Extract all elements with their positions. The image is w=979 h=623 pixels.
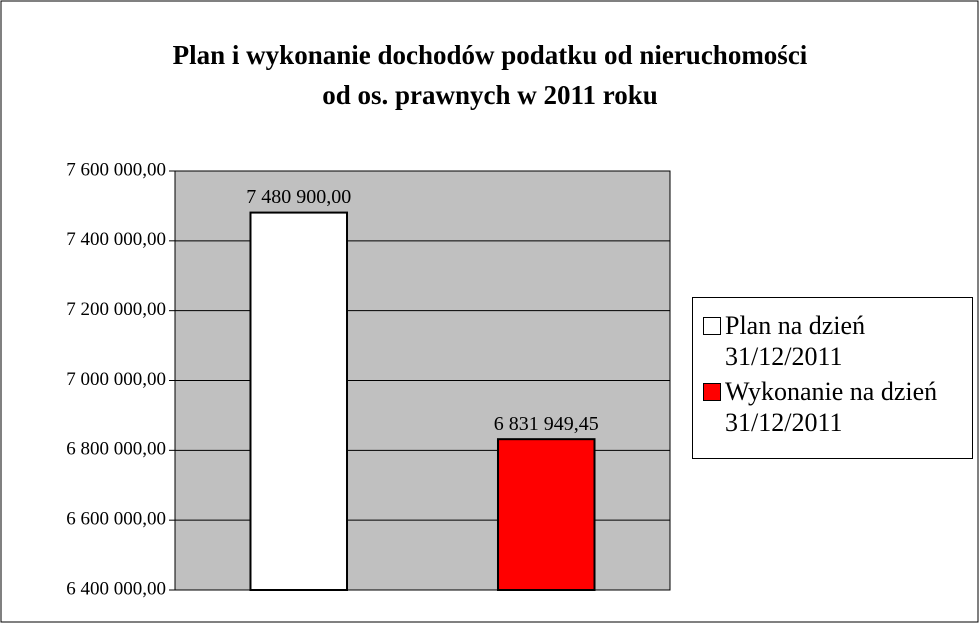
legend-swatch	[703, 317, 721, 335]
y-tick-label: 7 000 000,00	[66, 369, 166, 390]
chart-title: od os. prawnych w 2011 roku	[322, 80, 658, 110]
legend-entry: Plan na dzień 31/12/2011	[703, 310, 972, 372]
legend-label: Plan na dzień 31/12/2011	[725, 311, 866, 371]
value-label: 7 480 900,00	[246, 186, 351, 208]
value-label: 6 831 949,45	[494, 413, 599, 435]
y-tick-label: 7 400 000,00	[66, 229, 166, 250]
y-tick-label: 6 400 000,00	[66, 578, 166, 599]
y-tick-label: 7 600 000,00	[66, 159, 166, 180]
y-tick-label: 6 800 000,00	[66, 439, 166, 460]
chart-title: Plan i wykonanie dochodów podatku od nie…	[173, 40, 808, 70]
legend: Plan na dzień 31/12/2011 Wykonanie na dzi…	[692, 297, 973, 459]
y-tick-label: 6 600 000,00	[66, 509, 166, 530]
legend-entry: Wykonanie na dzień 31/12/2011	[703, 376, 972, 438]
legend-swatch	[703, 383, 721, 401]
y-tick-label: 7 200 000,00	[66, 299, 166, 320]
bar	[249, 211, 349, 591]
legend-label: Wykonanie na dzień 31/12/2011	[725, 377, 938, 437]
bar	[496, 438, 596, 591]
